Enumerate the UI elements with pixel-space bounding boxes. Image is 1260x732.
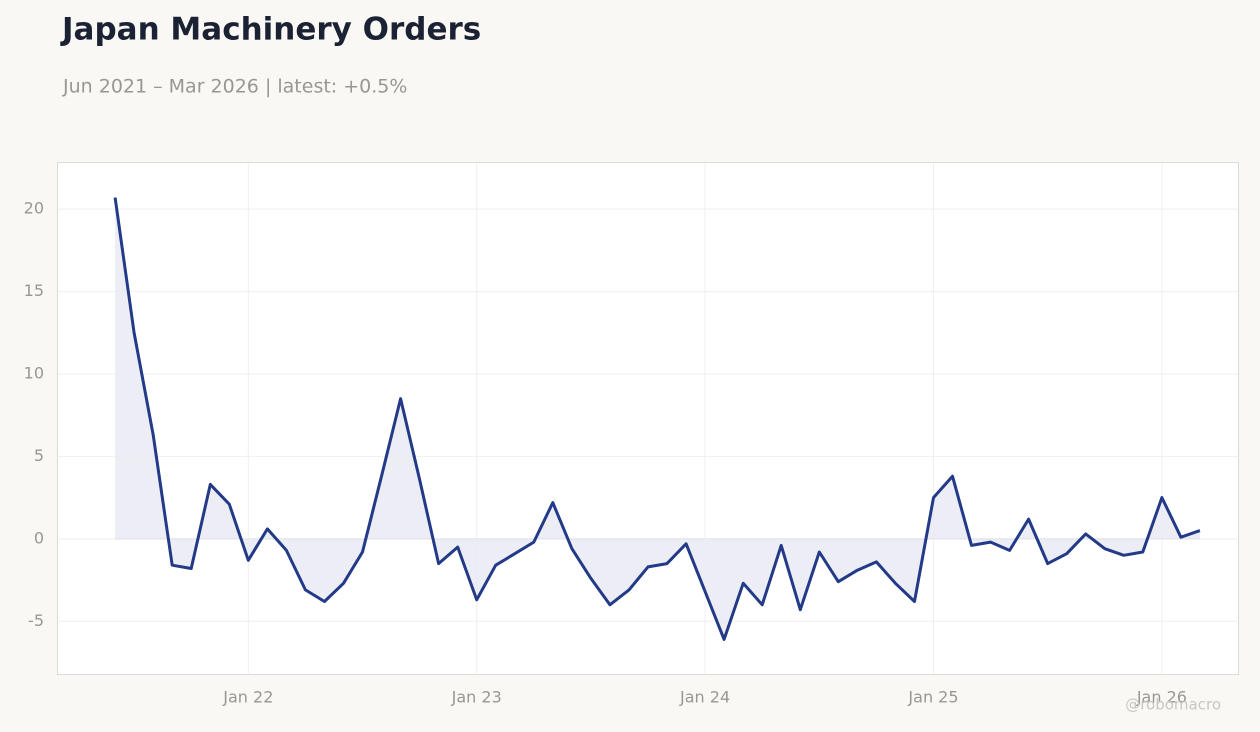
chart-subtitle: Jun 2021 – Mar 2026 | latest: +0.5% (62, 76, 407, 98)
x-tick-label: Jan 22 (222, 688, 273, 707)
plot-area (57, 162, 1239, 675)
line (113, 197, 1201, 641)
y-tick-label: -5 (28, 611, 44, 630)
chart-title: Japan Machinery Orders (60, 12, 481, 48)
x-tick-label: Jan 26 (1136, 688, 1187, 707)
y-tick-label: 20 (24, 199, 44, 218)
y-tick-label: 0 (34, 528, 44, 547)
x-tick-label: Jan 24 (679, 688, 730, 707)
y-tick-label: 10 (24, 363, 44, 382)
x-tick-label: Jan 23 (451, 688, 502, 707)
y-tick-label: 15 (24, 281, 44, 300)
y-tick-label: 5 (34, 446, 44, 465)
x-tick-label: Jan 25 (907, 688, 958, 707)
watermark: @robomacro (1125, 696, 1221, 714)
